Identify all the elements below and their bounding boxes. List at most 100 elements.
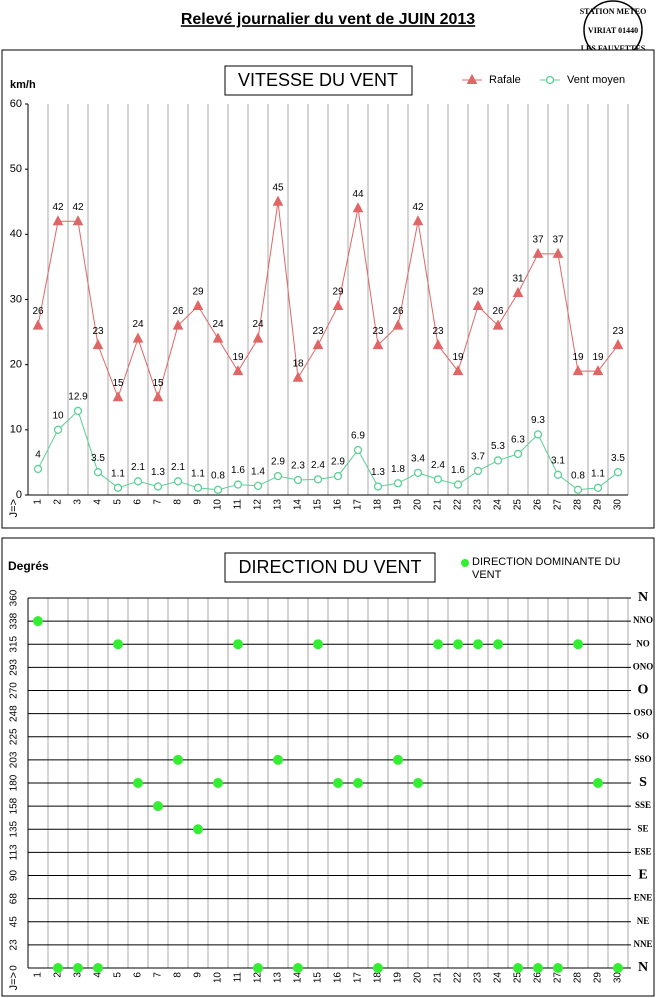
data-label: 26 bbox=[32, 306, 44, 317]
data-label: 9.3 bbox=[531, 415, 545, 426]
data-label: 23 bbox=[372, 326, 384, 337]
x-tick-label: 8 bbox=[173, 499, 184, 505]
point bbox=[513, 963, 523, 973]
y2-tick-label: N bbox=[638, 590, 648, 605]
point bbox=[133, 778, 143, 788]
y-tick-label: 60 bbox=[10, 98, 22, 110]
y-tick-label: 30 bbox=[10, 293, 22, 305]
point bbox=[313, 475, 323, 484]
point bbox=[413, 778, 423, 788]
x-tick-label: 9 bbox=[193, 499, 204, 505]
y2-tick-label: NNO bbox=[633, 615, 653, 625]
y2-tick-label: ESE bbox=[634, 846, 651, 856]
y-tick-label: 40 bbox=[10, 228, 22, 240]
x-tick-label: 26 bbox=[533, 972, 544, 984]
point bbox=[493, 639, 503, 650]
point bbox=[393, 479, 403, 488]
data-label: 2.9 bbox=[331, 457, 345, 468]
x-tick-label: 16 bbox=[333, 499, 344, 511]
point bbox=[72, 215, 84, 226]
point bbox=[32, 319, 44, 330]
data-label: 37 bbox=[552, 235, 564, 246]
point bbox=[133, 477, 143, 486]
point bbox=[352, 202, 364, 213]
point bbox=[273, 471, 283, 481]
data-label: 1.6 bbox=[451, 465, 465, 476]
point bbox=[93, 468, 103, 477]
point bbox=[545, 75, 555, 85]
point bbox=[452, 365, 464, 376]
y2-tick-label: OSO bbox=[633, 708, 652, 718]
point bbox=[33, 616, 43, 627]
title-box bbox=[224, 552, 436, 583]
x-tick-label: 19 bbox=[393, 499, 404, 511]
point bbox=[73, 963, 83, 973]
y-tick-label: 23 bbox=[9, 939, 20, 951]
point bbox=[512, 286, 524, 297]
x-tick-label: 5 bbox=[113, 499, 124, 505]
point bbox=[272, 195, 284, 206]
point bbox=[213, 485, 223, 494]
point bbox=[373, 963, 383, 973]
point bbox=[113, 639, 123, 650]
data-label: 18 bbox=[292, 358, 304, 369]
point bbox=[412, 215, 424, 226]
point bbox=[552, 247, 564, 258]
point bbox=[593, 483, 603, 492]
y-tick-label: 225 bbox=[9, 728, 20, 745]
point bbox=[73, 406, 83, 416]
y-tick-label: 0 bbox=[9, 965, 20, 971]
x-tick-label: 17 bbox=[353, 972, 364, 984]
data-label: 19 bbox=[592, 352, 604, 363]
point bbox=[593, 778, 603, 788]
point bbox=[473, 639, 483, 650]
data-label: 1.8 bbox=[391, 464, 405, 475]
x-tick-label: 21 bbox=[433, 499, 444, 511]
x-tick-label: 2 bbox=[53, 499, 64, 505]
point bbox=[253, 963, 263, 973]
point bbox=[492, 319, 504, 330]
data-label: 5.3 bbox=[491, 441, 505, 452]
x-tick-label: 8 bbox=[173, 972, 184, 978]
stamp-text: STATION METEO bbox=[580, 7, 647, 16]
point bbox=[513, 449, 523, 459]
series-line bbox=[37, 201, 619, 399]
x-tick-label: 18 bbox=[373, 499, 384, 511]
data-label: 29 bbox=[332, 287, 344, 298]
data-label: 23 bbox=[312, 326, 324, 337]
chart-title: DIRECTION DU VENT bbox=[238, 557, 421, 577]
data-label: 26 bbox=[492, 306, 504, 317]
x-tick-label: 9 bbox=[193, 972, 204, 978]
x-tick-label: 23 bbox=[473, 499, 484, 511]
point bbox=[312, 339, 324, 350]
point bbox=[293, 475, 303, 485]
point bbox=[292, 371, 304, 382]
x-tick-label: 16 bbox=[333, 972, 344, 984]
x-tick-label: 6 bbox=[133, 972, 144, 978]
point bbox=[112, 391, 124, 402]
x-tick-label: 12 bbox=[253, 499, 264, 511]
point bbox=[113, 483, 123, 492]
x-tick-label: 1 bbox=[33, 499, 44, 505]
data-label: 12.9 bbox=[68, 392, 88, 403]
point bbox=[233, 639, 243, 650]
data-label: 24 bbox=[252, 319, 264, 330]
y-tick-label: 10 bbox=[10, 424, 22, 436]
data-label: 24 bbox=[212, 319, 224, 330]
point bbox=[153, 482, 163, 491]
legend-label: DIRECTION DOMINANTE DU VENT bbox=[472, 556, 621, 581]
x-tick-label: 5 bbox=[113, 972, 124, 978]
x-tick-label: 15 bbox=[313, 972, 324, 984]
y-axis-label: km/h bbox=[10, 79, 36, 91]
point bbox=[453, 639, 463, 650]
x-tick-label: 27 bbox=[553, 972, 564, 984]
y2-tick-label: N bbox=[638, 960, 648, 975]
point bbox=[472, 299, 484, 311]
x-tick-label: 12 bbox=[253, 972, 264, 984]
x-tick-label: 25 bbox=[513, 972, 524, 984]
y2-tick-label: SO bbox=[637, 731, 649, 741]
data-label: 37 bbox=[532, 235, 544, 246]
data-label: 15 bbox=[152, 378, 164, 389]
data-label: 3.5 bbox=[611, 453, 625, 464]
x-tick-label: 28 bbox=[573, 972, 584, 984]
